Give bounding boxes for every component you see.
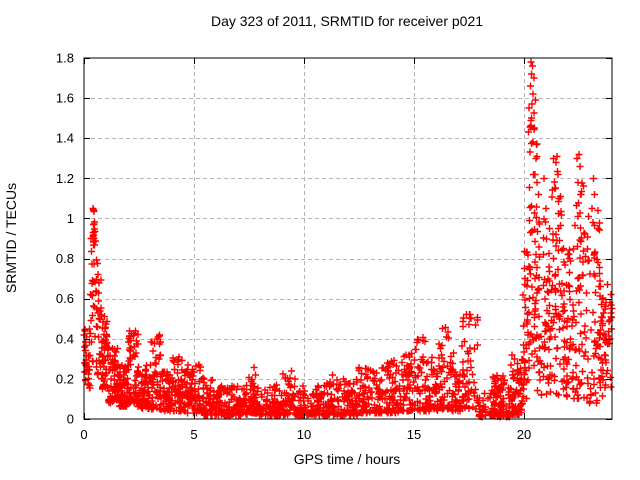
x-axis-label: GPS time / hours xyxy=(294,451,401,467)
y-axis-label: SRMTID / TECUs xyxy=(3,183,19,293)
y-tick-label: 1.8 xyxy=(56,51,74,66)
y-tick-label: 0.8 xyxy=(56,251,74,266)
y-tick-label: 1.2 xyxy=(56,171,74,186)
data-points-scatter xyxy=(80,58,616,421)
y-tick-label: 0.6 xyxy=(56,291,74,306)
y-tick-label: 0.2 xyxy=(56,371,74,386)
y-tick-label: 0 xyxy=(67,412,74,427)
plot-border xyxy=(83,57,613,420)
y-tick-label: 1 xyxy=(67,211,74,226)
y-tick-label: 1.4 xyxy=(56,131,74,146)
y-tick-label: 0.4 xyxy=(56,331,74,346)
x-tick-label: 10 xyxy=(297,427,311,442)
x-tick-labels: 0 5 10 15 20 xyxy=(80,427,531,442)
scatter-plus-markers xyxy=(80,58,616,421)
x-tick-label: 5 xyxy=(190,427,197,442)
y-tick-label: 1.6 xyxy=(56,91,74,106)
x-tick-label: 15 xyxy=(407,427,421,442)
x-tick-label: 20 xyxy=(517,427,531,442)
y-tick-labels: 0 0.2 0.4 0.6 0.8 1 1.2 1.4 1.6 1.8 xyxy=(56,51,74,427)
x-tick-label: 0 xyxy=(80,427,87,442)
tick-marks xyxy=(84,58,612,420)
chart-title: Day 323 of 2011, SRMTID for receiver p02… xyxy=(211,13,483,29)
